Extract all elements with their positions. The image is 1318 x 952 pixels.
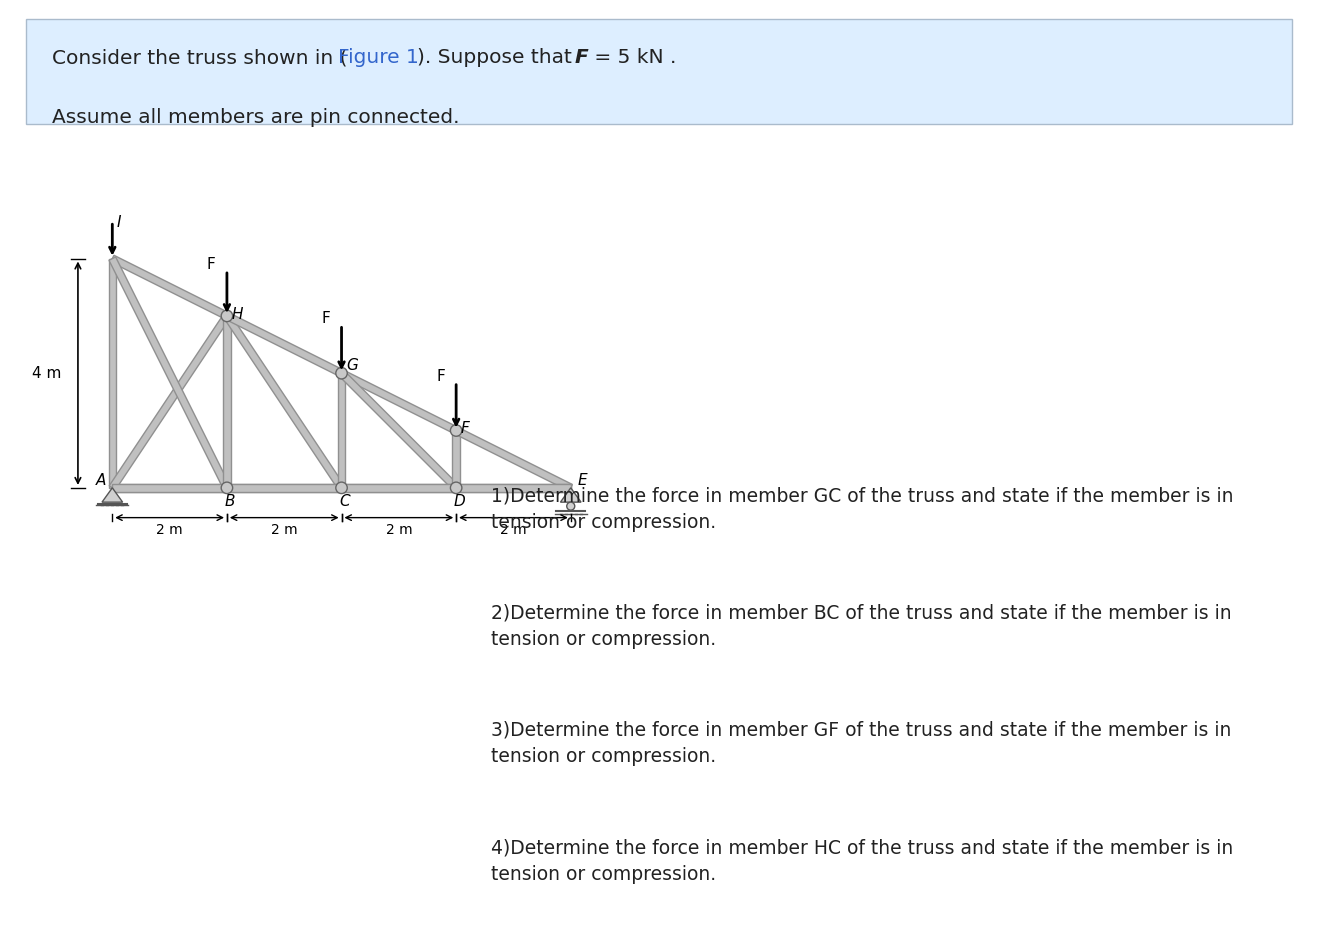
Polygon shape [225,312,343,377]
Polygon shape [456,485,571,491]
Polygon shape [339,370,459,490]
Text: 2 m: 2 m [272,524,298,537]
Text: F: F [436,368,445,384]
Text: E: E [577,473,588,488]
Text: 2 m: 2 m [157,524,183,537]
Circle shape [451,482,461,493]
Text: 2)Determine the force in member BC of the truss and state if the member is in
te: 2)Determine the force in member BC of th… [490,604,1231,649]
Polygon shape [109,257,231,489]
Polygon shape [227,485,341,491]
Polygon shape [223,316,231,487]
Polygon shape [101,487,123,502]
Text: F: F [207,257,216,272]
Text: A: A [96,473,107,488]
Polygon shape [112,485,571,491]
Text: G: G [347,358,358,373]
Text: Figure 1: Figure 1 [337,49,419,68]
Polygon shape [337,373,345,487]
Polygon shape [455,427,572,491]
Text: = 5 kN .: = 5 kN . [588,49,676,68]
Circle shape [451,425,461,436]
Text: F: F [461,422,469,436]
Polygon shape [340,370,457,434]
Polygon shape [112,485,227,491]
Text: 4 m: 4 m [32,366,61,381]
Text: 4)Determine the force in member HC of the truss and state if the member is in
te: 4)Determine the force in member HC of th… [490,838,1234,883]
Circle shape [567,502,575,510]
Circle shape [336,482,347,493]
Polygon shape [341,485,456,491]
Polygon shape [111,255,228,319]
Polygon shape [109,314,231,490]
Text: 1)Determine the force in member GC of the truss and state if the member is in
te: 1)Determine the force in member GC of th… [490,486,1234,532]
Text: ). Suppose that: ). Suppose that [416,49,579,68]
Text: D: D [453,494,465,509]
FancyBboxPatch shape [26,19,1292,124]
Polygon shape [452,430,460,487]
Text: F: F [322,311,331,327]
Text: I: I [117,215,121,230]
Polygon shape [560,487,581,502]
Text: 2 m: 2 m [500,524,527,537]
Text: C: C [339,494,349,509]
Text: F: F [575,49,588,68]
Text: 3)Determine the force in member GF of the truss and state if the member is in
te: 3)Determine the force in member GF of th… [490,721,1231,766]
Circle shape [221,310,233,322]
Circle shape [221,482,233,493]
Polygon shape [108,259,116,487]
Circle shape [336,367,347,379]
Text: H: H [232,307,243,322]
Text: Assume all members are pin connected.: Assume all members are pin connected. [51,109,459,127]
Text: 2 m: 2 m [386,524,413,537]
Text: B: B [224,494,235,509]
Text: Consider the truss shown in (: Consider the truss shown in ( [51,49,347,68]
Polygon shape [224,314,344,490]
